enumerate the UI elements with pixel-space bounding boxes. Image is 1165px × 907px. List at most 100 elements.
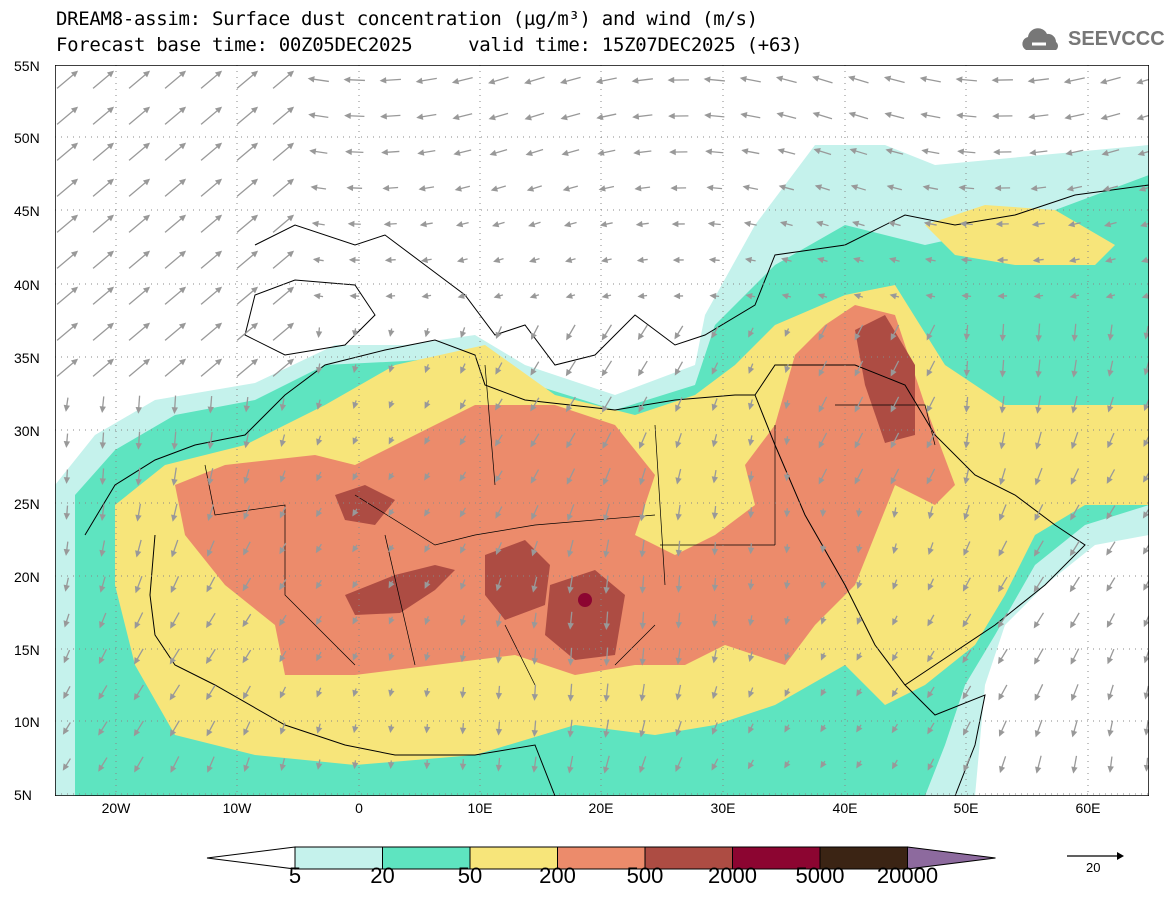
wind-arrow-icon <box>92 214 115 233</box>
wind-arrow-icon <box>639 647 646 666</box>
wind-arrow-icon <box>1033 576 1045 593</box>
wind-arrow-icon <box>243 721 251 736</box>
wind-arrow-icon <box>711 613 719 628</box>
dust-200-500 <box>175 305 955 675</box>
wind-arrow-icon <box>711 362 719 375</box>
wind-arrow-icon <box>777 148 796 155</box>
wind-arrow-icon <box>388 544 395 553</box>
wind-arrow-icon <box>963 721 971 736</box>
wind-arrow-icon <box>98 648 108 665</box>
wind-arrow-icon <box>784 616 791 626</box>
wind-arrow-icon <box>963 505 970 521</box>
wind-arrow-icon <box>99 612 107 629</box>
lat-label: 45N <box>14 203 40 219</box>
wind-arrow-icon <box>745 293 756 300</box>
wind-arrow-icon <box>135 395 142 414</box>
wind-arrow-icon <box>200 106 223 125</box>
wind-arrow-icon <box>424 688 431 698</box>
wind-arrow-icon <box>1071 755 1078 774</box>
wind-arrow-icon <box>134 648 144 665</box>
wind-arrow-icon <box>675 648 682 665</box>
wind-arrow-icon <box>711 434 718 448</box>
wind-arrow-icon <box>856 544 863 554</box>
wind-arrow-icon <box>926 396 936 413</box>
wind-arrow-icon <box>99 576 106 593</box>
wind-arrow-icon <box>1107 432 1115 449</box>
wind-arrow-icon <box>272 322 295 341</box>
wind-arrow-icon <box>854 468 864 485</box>
wind-arrow-icon <box>962 613 972 628</box>
wind-arrow-icon <box>1035 323 1042 342</box>
wind-arrow-icon <box>164 142 187 161</box>
wind-arrow-icon <box>675 612 683 629</box>
wind-arrow-icon <box>926 324 936 341</box>
wind-arrow-icon <box>279 650 287 663</box>
wind-arrow-icon <box>883 75 905 84</box>
wind-arrow-icon <box>488 112 509 121</box>
wind-arrow-icon <box>529 256 540 263</box>
wind-arrow-icon <box>1143 721 1149 736</box>
wind-arrow-icon <box>495 685 503 700</box>
wind-arrow-icon <box>812 111 833 120</box>
wind-arrow-icon <box>347 220 361 228</box>
wind-arrow-icon <box>424 328 431 338</box>
wind-arrow-icon <box>998 540 1008 557</box>
wind-arrow-icon <box>920 112 941 119</box>
wind-arrow-icon <box>633 149 652 156</box>
wind-arrow-icon <box>200 214 223 233</box>
wind-arrow-icon <box>348 256 360 264</box>
wind-arrow-icon <box>417 149 436 156</box>
wind-arrow-icon <box>1103 221 1117 228</box>
wind-arrow-icon <box>927 758 935 771</box>
wind-arrow-icon <box>566 432 576 449</box>
wind-arrow-icon <box>315 543 323 554</box>
wind-arrow-icon <box>164 250 187 269</box>
wind-arrow-icon <box>963 468 970 485</box>
wind-arrow-icon <box>963 324 971 341</box>
wind-arrow-icon <box>994 184 1011 192</box>
wind-arrow-icon <box>459 687 467 699</box>
wind-arrow-icon <box>1106 505 1116 520</box>
wind-arrow-icon <box>495 326 503 340</box>
wind-arrow-icon <box>1031 220 1045 228</box>
wind-arrow-icon <box>383 220 397 228</box>
wind-arrow-icon <box>242 613 252 628</box>
lat-label: 35N <box>14 350 40 366</box>
wind-arrow-icon <box>567 719 574 738</box>
wind-arrow-icon <box>200 322 223 341</box>
wind-arrow-icon <box>891 723 899 734</box>
wind-arrow-icon <box>567 647 575 666</box>
wind-arrow-icon <box>272 214 295 233</box>
wind-arrow-icon <box>272 250 295 269</box>
wind-reference-label: 20 <box>1086 860 1101 875</box>
wind-arrow-icon <box>925 293 936 300</box>
wind-arrow-icon <box>279 722 286 735</box>
wind-arrow-icon <box>817 257 828 264</box>
wind-arrow-icon <box>99 468 107 486</box>
wind-arrow-icon <box>711 577 719 592</box>
wind-arrow-icon <box>1032 256 1044 264</box>
wind-arrow-icon <box>563 221 577 228</box>
wind-arrow-icon <box>818 324 828 341</box>
wind-arrow-icon <box>170 756 180 773</box>
wind-arrow-icon <box>388 328 395 337</box>
wind-arrow-icon <box>1028 113 1049 120</box>
wind-arrow-icon <box>784 364 791 374</box>
wind-arrow-icon <box>960 256 972 264</box>
wind-arrow-icon <box>889 293 900 300</box>
wind-arrow-icon <box>997 648 1008 665</box>
wind-arrow-icon <box>599 220 613 228</box>
wind-arrow-icon <box>639 575 646 594</box>
wind-arrow-icon <box>243 433 250 449</box>
wind-arrow-icon <box>171 395 178 414</box>
wind-arrow-icon <box>415 77 437 84</box>
wind-arrow-icon <box>133 720 144 737</box>
wind-arrow-icon <box>424 364 431 374</box>
wind-arrow-icon <box>1099 76 1121 85</box>
wind-arrow-icon <box>675 504 682 521</box>
wind-arrow-icon <box>1137 149 1149 157</box>
wind-arrow-icon <box>531 505 539 521</box>
wind-arrow-icon <box>388 436 395 445</box>
wind-arrow-icon <box>1138 185 1149 192</box>
wind-arrow-icon <box>742 184 759 191</box>
